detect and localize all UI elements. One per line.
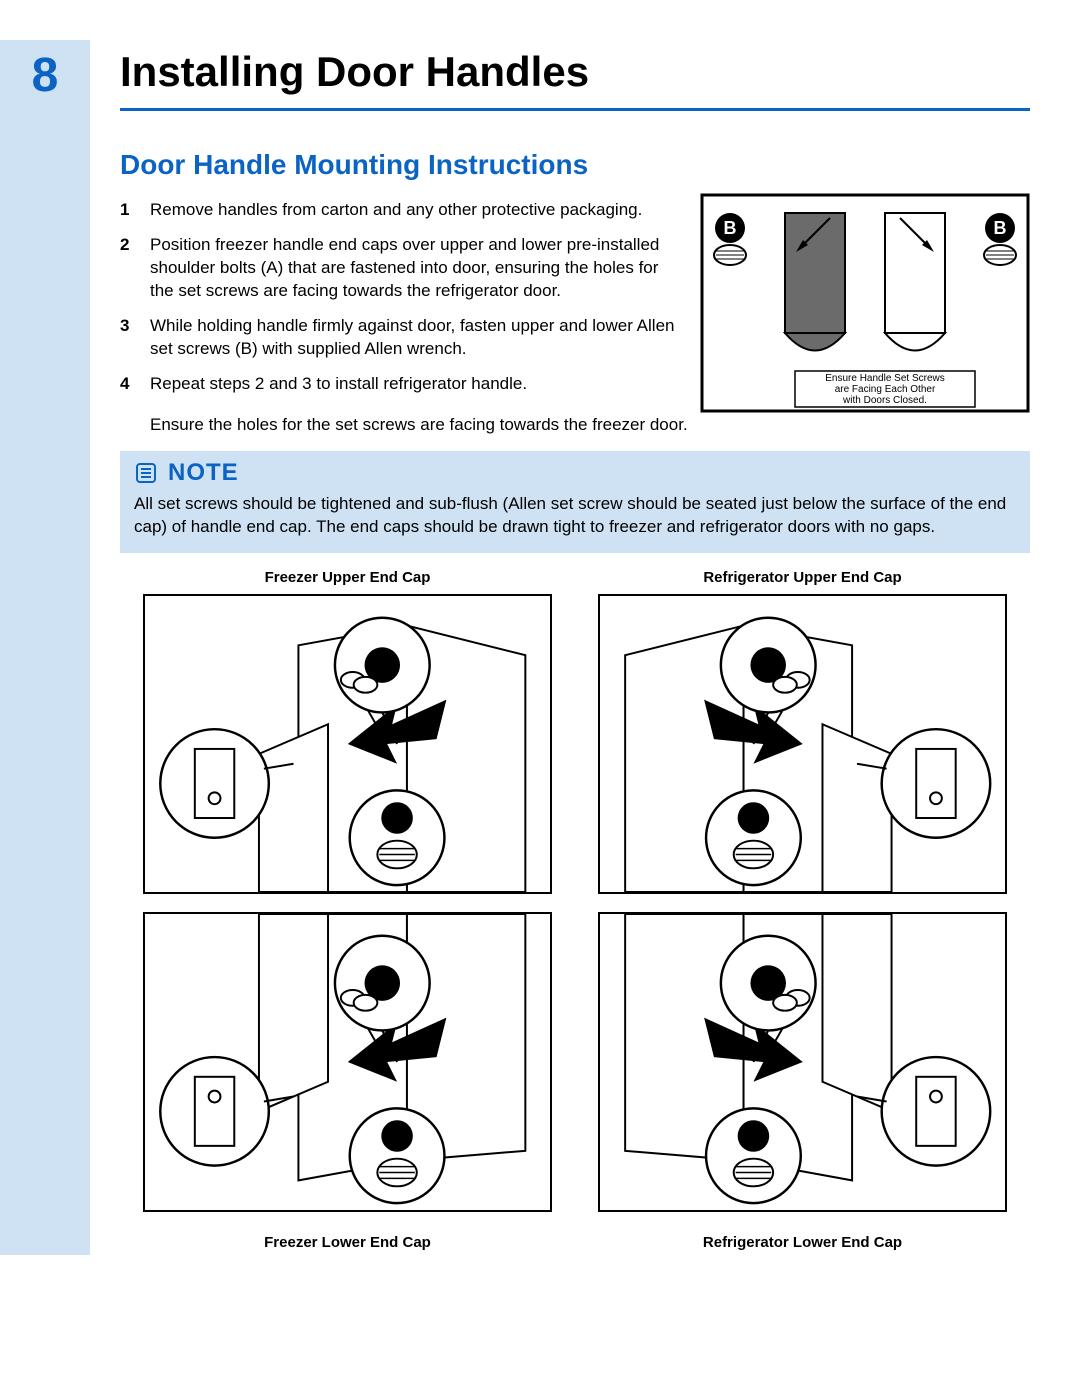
note-label: NOTE	[168, 459, 239, 487]
freezer-upper-svg	[145, 596, 551, 892]
step-text: Repeat steps 2 and 3 to install refriger…	[150, 373, 527, 396]
caption-upper-right: Refrigerator Upper End Cap	[598, 569, 1008, 586]
top-diagram: B B Ensure Handle Set Screws are Facing …	[700, 193, 1030, 418]
sidebar-stripe	[0, 40, 90, 1255]
diagram-grid: Freezer Upper End Cap Refrigerator Upper…	[120, 565, 1030, 1255]
note-header: NOTE	[120, 451, 1030, 493]
svg-text:B: B	[724, 218, 737, 238]
diagram-footers: Freezer Lower End Cap Refrigerator Lower…	[120, 1230, 1030, 1255]
diagram-refrigerator-lower	[598, 912, 1008, 1212]
step-number: 4	[120, 373, 136, 396]
caption-lower-right: Refrigerator Lower End Cap	[598, 1234, 1008, 1251]
svg-text:Ensure Handle Set Screws: Ensure Handle Set Screws	[825, 373, 945, 384]
diagram-headers: Freezer Upper End Cap Refrigerator Upper…	[120, 565, 1030, 594]
step-item: 3 While holding handle firmly against do…	[120, 309, 676, 367]
page-title: Installing Door Handles	[120, 40, 1030, 111]
freezer-lower-svg	[145, 914, 551, 1210]
refrigerator-lower-svg	[600, 914, 1006, 1210]
handle-screws-diagram: B B Ensure Handle Set Screws are Facing …	[700, 193, 1030, 413]
diagram-refrigerator-upper	[598, 594, 1008, 894]
diagram-row-upper	[120, 594, 1030, 894]
refrigerator-upper-svg	[600, 596, 1006, 892]
page: 8 Installing Door Handles Door Handle Mo…	[0, 0, 1080, 1295]
step-number: 1	[120, 199, 136, 222]
diagram-row-lower	[120, 912, 1030, 1212]
caption-lower-left: Freezer Lower End Cap	[143, 1234, 553, 1251]
step-number: 2	[120, 234, 136, 303]
step-item: 2 Position freezer handle end caps over …	[120, 228, 676, 309]
note-body: All set screws should be tightened and s…	[120, 493, 1030, 539]
svg-text:with Doors Closed.: with Doors Closed.	[842, 395, 927, 406]
svg-text:B: B	[994, 218, 1007, 238]
note-box: NOTE All set screws should be tightened …	[120, 451, 1030, 553]
diagram-freezer-upper	[143, 594, 553, 894]
step-item: 4 Repeat steps 2 and 3 to install refrig…	[120, 367, 676, 402]
instructions-list: 1 Remove handles from carton and any oth…	[120, 193, 676, 402]
step-text: While holding handle firmly against door…	[150, 315, 676, 361]
section-title: Door Handle Mounting Instructions	[120, 149, 1030, 181]
svg-text:are Facing Each Other: are Facing Each Other	[835, 384, 936, 395]
step-number: 3	[120, 315, 136, 361]
page-number: 8	[0, 40, 90, 103]
instructions-row: 1 Remove handles from carton and any oth…	[120, 193, 1030, 418]
step-text: Remove handles from carton and any other…	[150, 199, 642, 222]
step-text: Position freezer handle end caps over up…	[150, 234, 676, 303]
diagram-freezer-lower	[143, 912, 553, 1212]
step-item: 1 Remove handles from carton and any oth…	[120, 193, 676, 228]
caption-upper-left: Freezer Upper End Cap	[143, 569, 553, 586]
note-icon	[134, 461, 158, 485]
content-area: Installing Door Handles Door Handle Moun…	[90, 40, 1030, 1255]
